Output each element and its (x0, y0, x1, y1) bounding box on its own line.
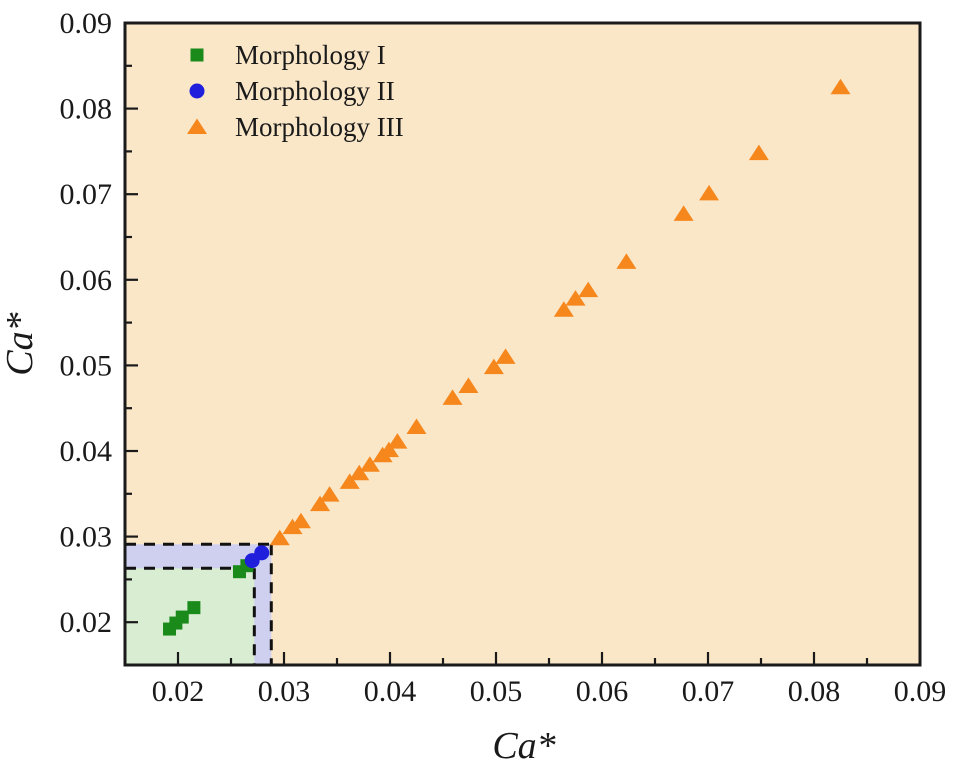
data-points (163, 78, 851, 636)
y-axis-tick-label: 0.09 (60, 7, 113, 40)
legend-label-morphology-i: Morphology I (235, 40, 386, 70)
series-morphology-iii (269, 78, 851, 546)
point-morphology-iii (359, 456, 380, 472)
x-axis-tick-label: 0.06 (576, 675, 629, 708)
series-morphology-ii (244, 545, 270, 569)
legend-label-morphology-ii: Morphology II (235, 76, 395, 106)
y-axis-tick-label: 0.06 (60, 264, 113, 297)
x-axis-tick-label: 0.05 (470, 675, 523, 708)
plot-border (123, 21, 922, 667)
point-morphology-iii (442, 389, 463, 405)
y-axis-tick-label: 0.03 (60, 521, 113, 554)
x-axis-title: Ca* (492, 725, 555, 767)
x-axis-tick-label: 0.07 (682, 675, 735, 708)
region-morphology-i (125, 568, 255, 665)
legend-label-morphology-iii: Morphology III (235, 112, 404, 142)
legend-item-morphology-i: Morphology I (190, 40, 386, 70)
point-morphology-iii (349, 464, 370, 481)
point-morphology-i (187, 601, 201, 615)
point-morphology-iii (483, 358, 504, 375)
point-morphology-iii (269, 529, 290, 546)
point-morphology-iii (458, 377, 479, 393)
point-morphology-iii (699, 184, 720, 201)
point-morphology-iii (495, 348, 516, 364)
point-morphology-iii (578, 281, 599, 298)
point-morphology-iii (616, 253, 637, 269)
point-morphology-iii (310, 495, 331, 512)
x-axis-tick-label: 0.09 (894, 675, 947, 708)
point-morphology-iii (378, 441, 399, 458)
x-axis-tick-label: 0.04 (364, 675, 417, 708)
legend-item-morphology-iii: Morphology III (187, 112, 404, 142)
y-axis-tick-label: 0.02 (60, 606, 113, 639)
point-morphology-iii (748, 144, 769, 161)
point-morphology-iii (290, 512, 311, 529)
legend-item-morphology-ii: Morphology II (189, 76, 395, 106)
point-morphology-iii (406, 418, 427, 435)
point-morphology-i (175, 610, 189, 624)
y-axis-title: Ca* (0, 312, 41, 375)
legend: Morphology I Morphology II Morphology III (187, 40, 404, 142)
point-morphology-iii (553, 301, 574, 317)
point-morphology-iii (319, 486, 340, 502)
series-morphology-i (163, 559, 254, 636)
y-axis-tick-label: 0.05 (60, 349, 113, 382)
point-morphology-ii (254, 545, 270, 561)
axes: 0.02 0.03 0.04 0.05 0.06 0.07 0.08 0.09 0.02 0.03… (60, 7, 947, 708)
point-morphology-iii (339, 473, 360, 489)
legend-marker-morphology-iii (187, 118, 207, 134)
point-morphology-iii (565, 290, 586, 306)
legend-marker-morphology-i (190, 48, 204, 62)
y-axis-tick-label: 0.08 (60, 93, 113, 126)
x-axis-tick-label: 0.03 (258, 675, 311, 708)
point-morphology-iii (673, 205, 694, 221)
point-morphology-iii (830, 78, 851, 95)
y-axis-tick-label: 0.04 (60, 435, 113, 468)
point-morphology-iii (387, 433, 408, 449)
x-axis-tick-label: 0.08 (788, 675, 841, 708)
y-axis-tick-label: 0.07 (60, 178, 113, 211)
x-axis-tick-label: 0.02 (152, 675, 205, 708)
legend-marker-morphology-ii (189, 83, 205, 99)
